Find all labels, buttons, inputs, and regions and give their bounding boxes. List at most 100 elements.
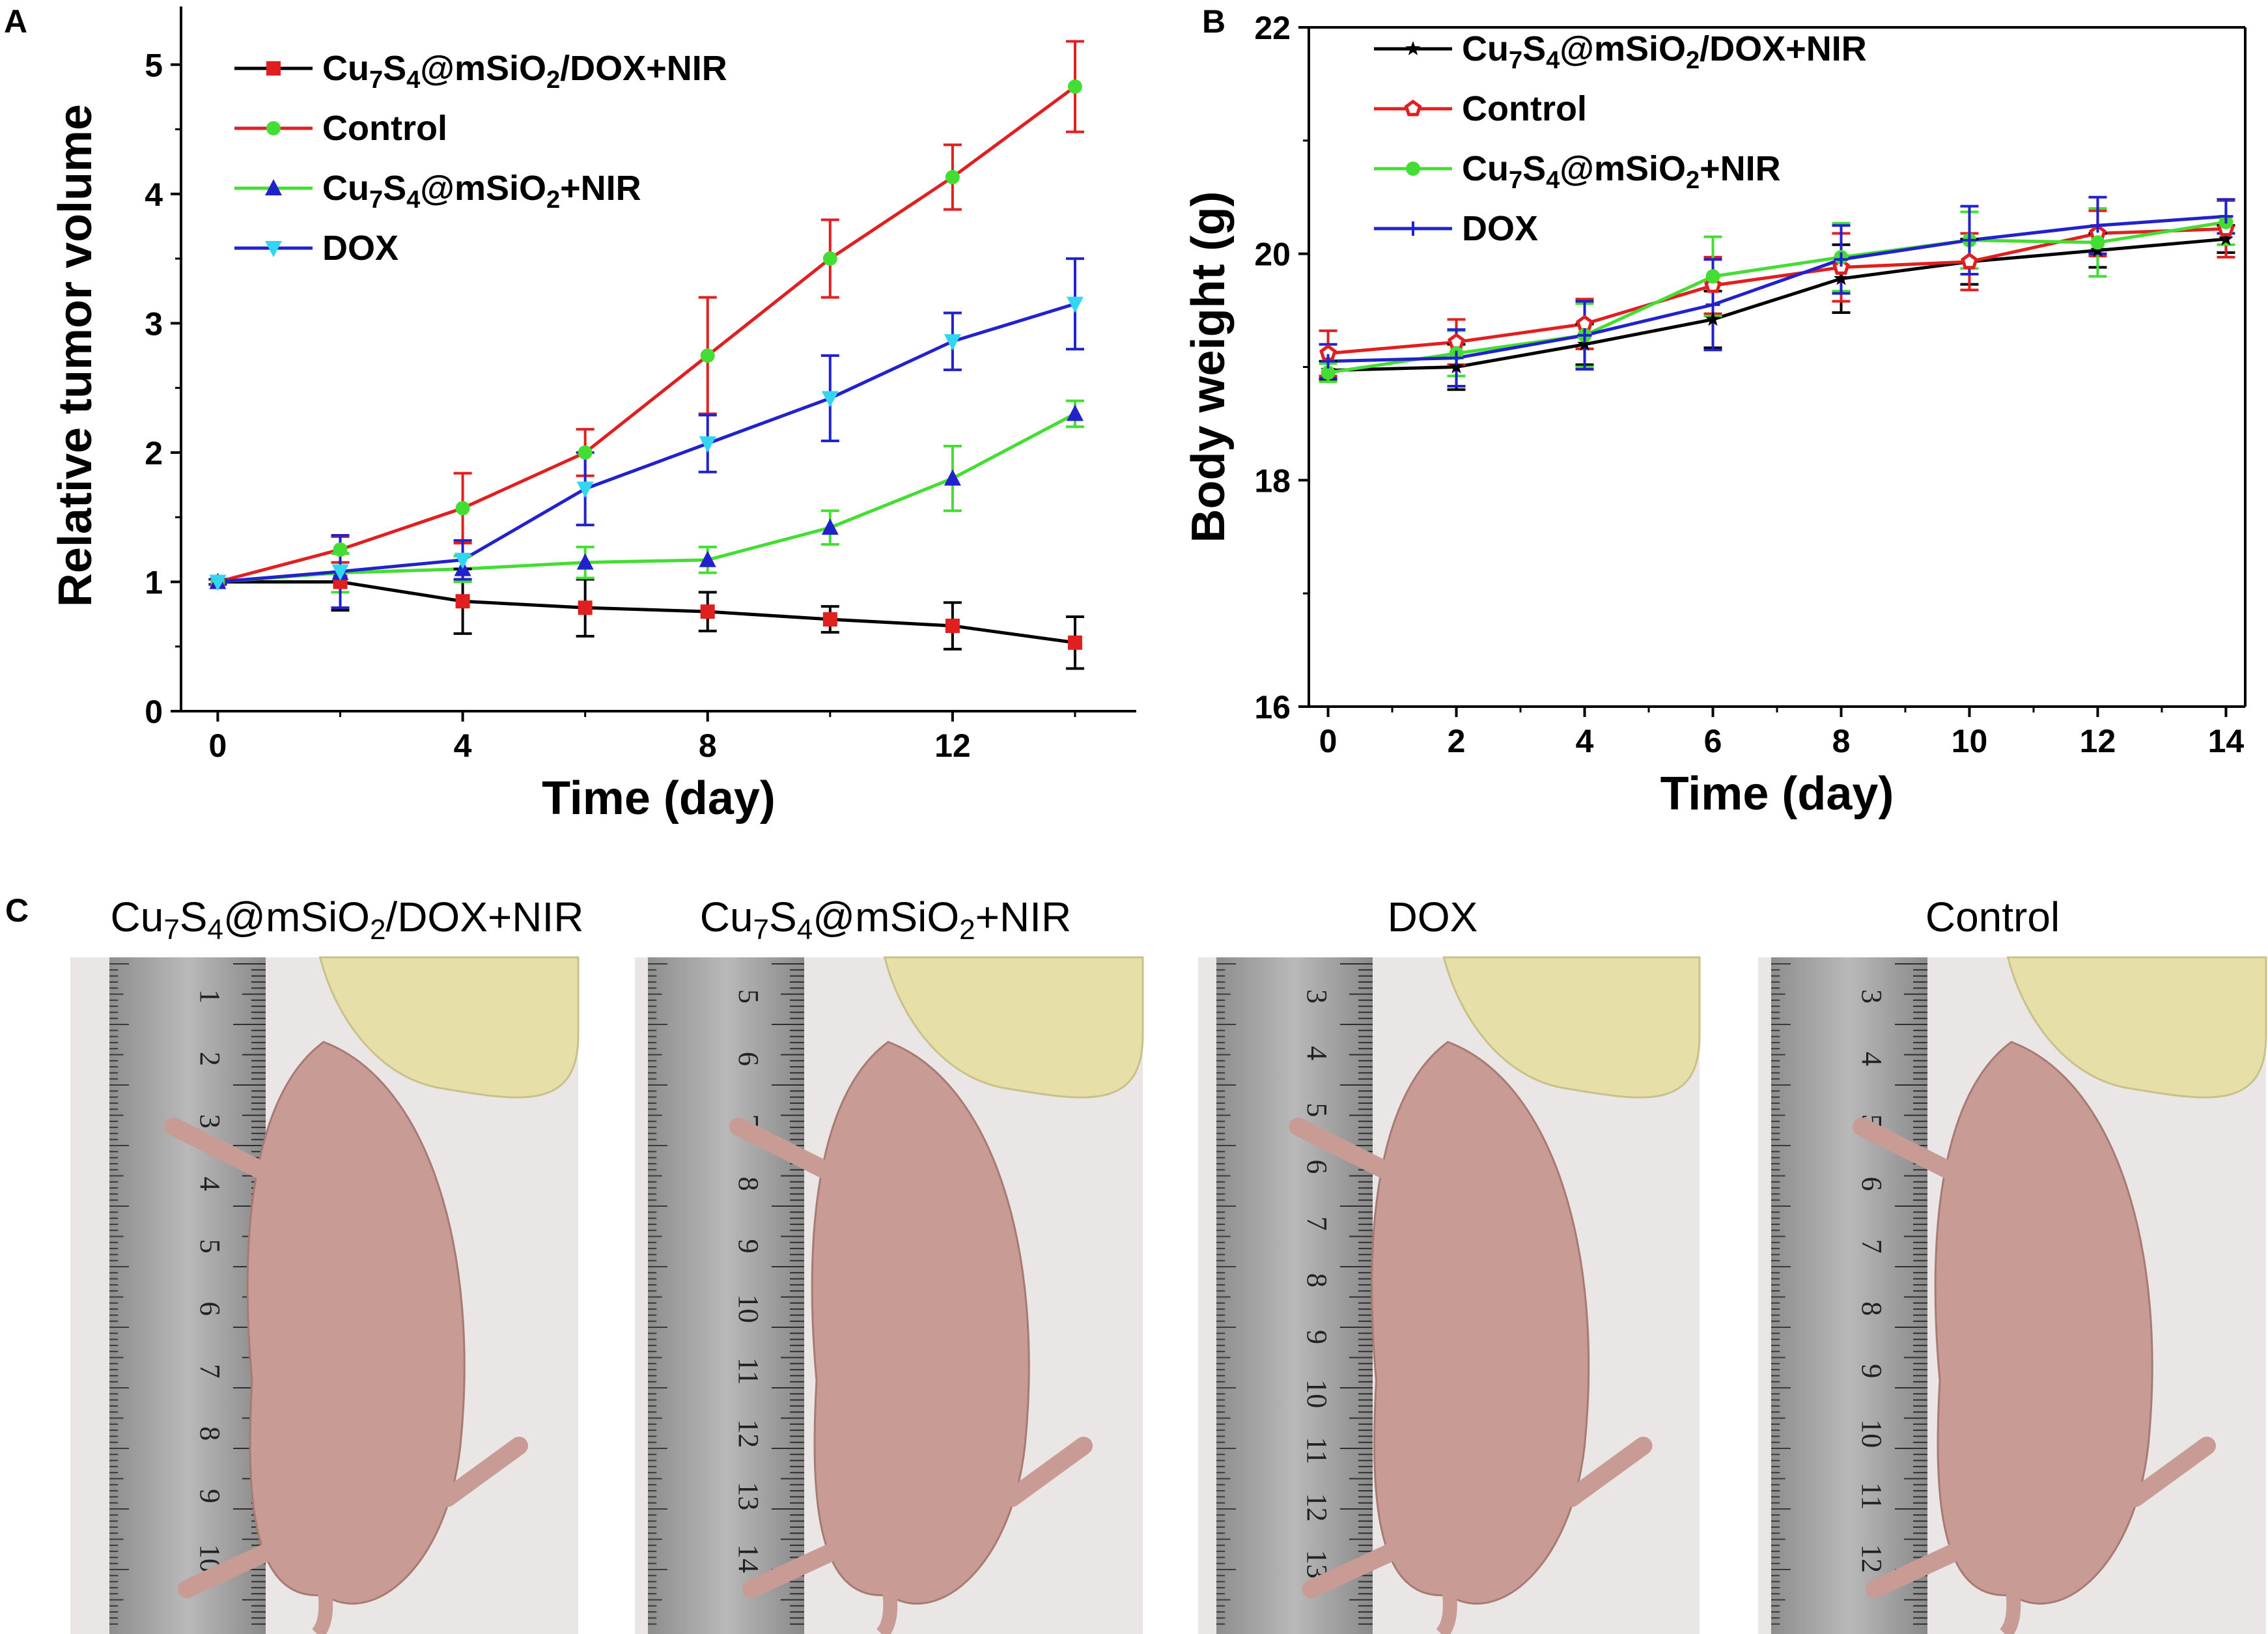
series-0 [1328, 237, 2226, 373]
data-point [1321, 354, 1336, 369]
series-2 [217, 412, 1076, 584]
series-1 [1328, 227, 2226, 356]
x-tick-label: 2 [1448, 723, 1466, 759]
y-tick-label: 5 [145, 47, 163, 83]
photo-label-1-sub: 4 [207, 914, 223, 946]
series-0 [217, 580, 1076, 645]
legend-entry: Cu7S4@mSiO2/DOX+NIR [1374, 29, 1867, 74]
data-point [821, 518, 839, 535]
data-point [331, 564, 349, 581]
photo-label-2-part: S [769, 894, 797, 940]
legend-label: Cu7S4@mSiO2+NIR [1462, 149, 1781, 194]
legend-label: Control [322, 109, 447, 148]
data-point [1705, 269, 1720, 284]
ruler-number: 5 [1301, 1103, 1333, 1117]
ruler-number: 12 [1856, 1544, 1888, 1573]
photo-label-1: Cu7S4@mSiO2/DOX+NIR [111, 894, 584, 946]
mouse-tail [876, 1581, 898, 1634]
legend-entry: DOX [1374, 209, 1538, 248]
data-point [454, 552, 471, 569]
legend-marker [266, 121, 281, 135]
panel-letter-b: B [1202, 3, 1225, 40]
photo-label-2-part: @mSiO [813, 894, 959, 940]
ruler-number: 4 [194, 1177, 226, 1191]
data-point [2218, 231, 2233, 246]
glove [1442, 956, 1701, 1099]
data-point [333, 542, 348, 557]
ruler-number: 8 [1856, 1302, 1888, 1316]
ruler-number: 1 [194, 989, 226, 1004]
x-tick-label: 8 [1832, 723, 1851, 759]
photo-label-1-sub: 2 [370, 914, 385, 946]
legend-label: DOX [322, 229, 399, 268]
legend-marker [1406, 162, 1420, 176]
ruler-number: 7 [194, 1364, 226, 1378]
legend-label: Cu7S4@mSiO2/DOX+NIR [322, 49, 727, 94]
chart-b-y-axis-title: Body weight (g) [1183, 191, 1235, 543]
panel-letter-c: C [5, 892, 29, 929]
series-line [1328, 214, 2226, 363]
x-tick-label: 10 [1952, 723, 1988, 759]
series-3 [1328, 214, 2226, 363]
chart-b-x-axis-title: Time (day) [1660, 768, 1894, 820]
ruler-number: 10 [1301, 1379, 1333, 1408]
y-tick-label: 2 [145, 435, 163, 472]
mouse-hindleg [1562, 1437, 1653, 1507]
mouse-hindleg [1003, 1437, 1093, 1507]
data-point [1833, 270, 1849, 285]
legend-marker [1406, 221, 1420, 236]
chart-a-y-axis-title: Relative tumor volume [49, 104, 102, 607]
mouse-tail [1436, 1581, 1457, 1634]
glove [2006, 956, 2267, 1099]
data-point [699, 550, 716, 567]
data-point [1577, 328, 1592, 343]
y-tick-label: 0 [145, 694, 163, 730]
data-point [699, 436, 716, 453]
ruler-number: 12 [1301, 1493, 1333, 1522]
ruler-number: 9 [194, 1489, 226, 1503]
ruler-number: 6 [1301, 1160, 1333, 1174]
data-point [209, 574, 227, 591]
x-tick-label: 12 [934, 727, 971, 764]
data-point [576, 481, 594, 498]
mouse-tail [1999, 1581, 2021, 1634]
y-tick-label: 20 [1254, 236, 1291, 273]
mouse-hindleg [2126, 1437, 2216, 1507]
x-tick-label: 6 [1704, 723, 1722, 759]
legend-entry: Cu7S4@mSiO2+NIR [234, 169, 641, 214]
y-tick-label: 18 [1254, 462, 1291, 499]
mouse-foreleg [729, 1118, 839, 1181]
data-point [822, 612, 837, 627]
mouse-hindleg [178, 1541, 281, 1598]
series-line [217, 302, 1076, 584]
legend-label: Cu7S4@mSiO2/DOX+NIR [1462, 29, 1867, 74]
ruler-number: 3 [1301, 989, 1333, 1004]
series-line [1328, 237, 2226, 373]
data-point [455, 501, 470, 516]
data-point [944, 469, 961, 486]
chart-a-x-axis-title: Time (day) [542, 772, 776, 824]
ruler-number: 7 [1301, 1217, 1333, 1231]
legend-entry: Control [1374, 89, 1587, 128]
data-point [2219, 209, 2233, 224]
legend-entry: Control [234, 109, 447, 148]
ruler-number: 3 [194, 1114, 226, 1129]
mouse-foreleg [1853, 1118, 1962, 1181]
ruler-number: 8 [733, 1177, 764, 1191]
chart-b-series [1319, 195, 2235, 391]
legend-label: Control [1462, 89, 1587, 128]
data-point [1577, 336, 1593, 351]
ruler [648, 957, 804, 1634]
ruler-number: 14 [733, 1544, 764, 1573]
ruler-number: 10 [1856, 1419, 1888, 1448]
data-point [1834, 252, 1849, 267]
mouse-foreleg [165, 1118, 274, 1181]
legend-marker [1404, 99, 1422, 117]
y-tick-label: 1 [145, 564, 163, 600]
photo-label-1-sub: 7 [163, 914, 179, 946]
x-tick-label: 4 [1576, 723, 1594, 759]
